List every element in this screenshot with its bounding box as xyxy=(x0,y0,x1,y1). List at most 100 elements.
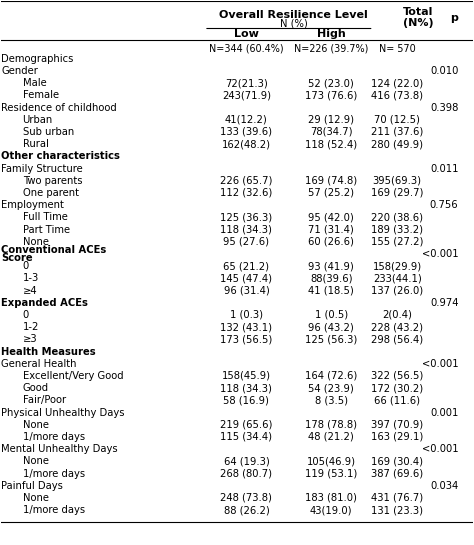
Text: Total
(N%): Total (N%) xyxy=(403,7,434,28)
Text: Good: Good xyxy=(23,383,49,393)
Text: 29 (12.9): 29 (12.9) xyxy=(308,115,354,125)
Text: 105(46.9): 105(46.9) xyxy=(307,456,356,467)
Text: 131 (23.3): 131 (23.3) xyxy=(371,505,423,515)
Text: 124 (22.0): 124 (22.0) xyxy=(371,78,423,88)
Text: 158(29.9): 158(29.9) xyxy=(373,261,422,271)
Text: 169 (30.4): 169 (30.4) xyxy=(371,456,423,467)
Text: 169 (29.7): 169 (29.7) xyxy=(371,188,423,198)
Text: 226 (65.7): 226 (65.7) xyxy=(220,175,273,186)
Text: 95 (27.6): 95 (27.6) xyxy=(223,237,269,247)
Text: 158(45.9): 158(45.9) xyxy=(222,371,271,381)
Text: 60 (26.6): 60 (26.6) xyxy=(308,237,354,247)
Text: 162(48.2): 162(48.2) xyxy=(222,139,271,149)
Text: 1-2: 1-2 xyxy=(23,322,39,332)
Text: Part Time: Part Time xyxy=(23,225,70,234)
Text: 0.398: 0.398 xyxy=(430,102,458,112)
Text: 0.034: 0.034 xyxy=(430,481,458,490)
Text: 2(0.4): 2(0.4) xyxy=(382,310,412,320)
Text: 0: 0 xyxy=(23,310,29,320)
Text: 43(19.0): 43(19.0) xyxy=(310,505,353,515)
Text: N=226 (39.7%): N=226 (39.7%) xyxy=(294,44,368,54)
Text: ≥4: ≥4 xyxy=(23,286,37,295)
Text: Urban: Urban xyxy=(23,115,53,125)
Text: 0.010: 0.010 xyxy=(430,66,458,76)
Text: None: None xyxy=(23,237,49,247)
Text: Score: Score xyxy=(1,252,33,263)
Text: 431 (76.7): 431 (76.7) xyxy=(371,493,423,503)
Text: 119 (53.1): 119 (53.1) xyxy=(305,469,357,479)
Text: 70 (12.5): 70 (12.5) xyxy=(374,115,420,125)
Text: 172 (30.2): 172 (30.2) xyxy=(371,383,423,393)
Text: Sub urban: Sub urban xyxy=(23,127,74,137)
Text: 78(34.7): 78(34.7) xyxy=(310,127,353,137)
Text: 395(69.3): 395(69.3) xyxy=(373,175,422,186)
Text: General Health: General Health xyxy=(1,359,77,369)
Text: Employment: Employment xyxy=(1,200,64,210)
Text: 125 (56.3): 125 (56.3) xyxy=(305,334,357,344)
Text: 118 (34.3): 118 (34.3) xyxy=(220,225,273,234)
Text: 397 (70.9): 397 (70.9) xyxy=(371,420,423,429)
Text: Physical Unhealthy Days: Physical Unhealthy Days xyxy=(1,408,125,417)
Text: High: High xyxy=(317,29,346,39)
Text: None: None xyxy=(23,420,49,429)
Text: 64 (19.3): 64 (19.3) xyxy=(224,456,269,467)
Text: 0.011: 0.011 xyxy=(430,164,458,173)
Text: Residence of childhood: Residence of childhood xyxy=(1,102,117,112)
Text: Low: Low xyxy=(234,29,259,39)
Text: 145 (47.4): 145 (47.4) xyxy=(220,274,273,283)
Text: Demographics: Demographics xyxy=(1,54,74,64)
Text: 219 (65.6): 219 (65.6) xyxy=(220,420,273,429)
Text: 41(12.2): 41(12.2) xyxy=(225,115,268,125)
Text: 96 (31.4): 96 (31.4) xyxy=(224,286,269,295)
Text: 93 (41.9): 93 (41.9) xyxy=(309,261,354,271)
Text: 189 (33.2): 189 (33.2) xyxy=(371,225,423,234)
Text: Excellent/Very Good: Excellent/Very Good xyxy=(23,371,123,381)
Text: Female: Female xyxy=(23,90,59,100)
Text: 96 (43.2): 96 (43.2) xyxy=(309,322,354,332)
Text: 112 (32.6): 112 (32.6) xyxy=(220,188,273,198)
Text: Male: Male xyxy=(23,78,46,88)
Text: Health Measures: Health Measures xyxy=(1,347,96,356)
Text: 1 (0.5): 1 (0.5) xyxy=(315,310,348,320)
Text: ≥3: ≥3 xyxy=(23,334,37,344)
Text: 233(44.1): 233(44.1) xyxy=(373,274,421,283)
Text: 173 (76.6): 173 (76.6) xyxy=(305,90,357,100)
Text: Rural: Rural xyxy=(23,139,48,149)
Text: Expanded ACEs: Expanded ACEs xyxy=(1,298,88,308)
Text: 173 (56.5): 173 (56.5) xyxy=(220,334,273,344)
Text: 178 (78.8): 178 (78.8) xyxy=(305,420,357,429)
Text: 58 (16.9): 58 (16.9) xyxy=(223,395,269,405)
Text: Full Time: Full Time xyxy=(23,213,67,222)
Text: 280 (49.9): 280 (49.9) xyxy=(371,139,423,149)
Text: Two parents: Two parents xyxy=(23,175,82,186)
Text: Gender: Gender xyxy=(1,66,38,76)
Text: 132 (43.1): 132 (43.1) xyxy=(220,322,273,332)
Text: 0.756: 0.756 xyxy=(430,200,458,210)
Text: 228 (43.2): 228 (43.2) xyxy=(371,322,423,332)
Text: 1 (0.3): 1 (0.3) xyxy=(230,310,263,320)
Text: Fair/Poor: Fair/Poor xyxy=(23,395,66,405)
Text: 1-3: 1-3 xyxy=(23,274,39,283)
Text: None: None xyxy=(23,456,49,467)
Text: 48 (21.2): 48 (21.2) xyxy=(309,432,354,442)
Text: N (%): N (%) xyxy=(280,18,308,28)
Text: 416 (73.8): 416 (73.8) xyxy=(371,90,423,100)
Text: p: p xyxy=(451,13,458,23)
Text: 118 (34.3): 118 (34.3) xyxy=(220,383,273,393)
Text: None: None xyxy=(23,493,49,503)
Text: 155 (27.2): 155 (27.2) xyxy=(371,237,423,247)
Text: One parent: One parent xyxy=(23,188,79,198)
Text: Mental Unhealthy Days: Mental Unhealthy Days xyxy=(1,444,118,454)
Text: 163 (29.1): 163 (29.1) xyxy=(371,432,423,442)
Text: 8 (3.5): 8 (3.5) xyxy=(315,395,348,405)
Text: 54 (23.9): 54 (23.9) xyxy=(309,383,354,393)
Text: 118 (52.4): 118 (52.4) xyxy=(305,139,357,149)
Text: 220 (38.6): 220 (38.6) xyxy=(371,213,423,222)
Text: 41 (18.5): 41 (18.5) xyxy=(309,286,354,295)
Text: 169 (74.8): 169 (74.8) xyxy=(305,175,357,186)
Text: 183 (81.0): 183 (81.0) xyxy=(305,493,357,503)
Text: 0.001: 0.001 xyxy=(430,408,458,417)
Text: 387 (69.6): 387 (69.6) xyxy=(371,469,423,479)
Text: <0.001: <0.001 xyxy=(422,359,458,369)
Text: 1/more days: 1/more days xyxy=(23,469,85,479)
